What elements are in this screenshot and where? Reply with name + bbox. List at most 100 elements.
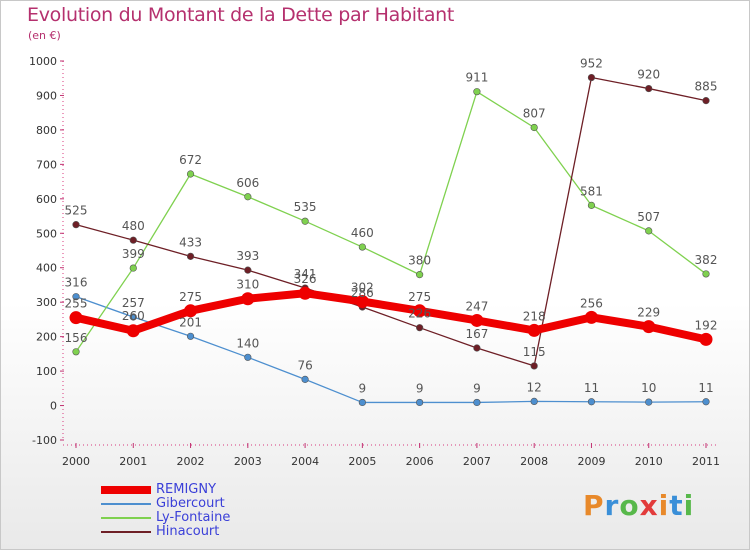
data-point-gibercourt — [186, 332, 195, 340]
x-tick-label: 2007 — [463, 455, 491, 468]
x-tick-label: 2000 — [62, 455, 90, 468]
data-point-remigny — [642, 320, 656, 334]
data-point-ly-fontaine — [530, 123, 538, 132]
data-point-ly-fontaine — [587, 201, 596, 209]
data-label-hinacourt: 952 — [580, 57, 603, 71]
data-point-ly-fontaine — [645, 227, 653, 235]
data-point-remigny — [355, 294, 369, 308]
legend-swatch-ly-fontaine — [101, 517, 151, 519]
logo-letter: P — [583, 489, 605, 522]
data-point-remigny — [699, 332, 713, 346]
x-tick-label: 2004 — [291, 455, 319, 468]
data-label-gibercourt: 257 — [122, 296, 145, 310]
data-label-remigny: 255 — [65, 297, 88, 311]
data-label-gibercourt: 11 — [584, 381, 599, 395]
data-point-gibercourt — [244, 353, 252, 361]
y-tick-label: 1000 — [29, 55, 57, 68]
data-label-remigny: 275 — [408, 290, 431, 304]
legend-item-ly-fontaine: Ly-Fontaine — [101, 510, 301, 526]
data-label-gibercourt: 201 — [179, 315, 202, 329]
y-tick-label: 100 — [36, 365, 57, 378]
data-point-hinacourt — [244, 266, 252, 274]
data-label-ly-fontaine: 911 — [465, 71, 488, 85]
legend-item-hinacourt: Hinacourt — [101, 525, 301, 540]
data-point-hinacourt — [129, 236, 137, 244]
x-tick-label: 2011 — [692, 455, 720, 468]
data-label-ly-fontaine: 399 — [122, 247, 145, 261]
data-point-ly-fontaine — [72, 348, 80, 356]
legend: REMIGNY Gibercourt Ly-Fontaine Hinacourt — [101, 482, 301, 540]
data-label-gibercourt: 316 — [65, 276, 88, 290]
y-tick-label: 700 — [36, 158, 57, 171]
data-point-hinacourt — [416, 324, 424, 332]
y-tick-label: 200 — [36, 331, 57, 344]
data-label-hinacourt: 341 — [294, 267, 317, 281]
data-label-gibercourt: 76 — [297, 358, 312, 372]
data-label-gibercourt: 140 — [236, 336, 259, 350]
x-tick-label: 2009 — [577, 455, 605, 468]
data-label-hinacourt: 920 — [637, 68, 660, 82]
data-label-remigny: 192 — [695, 318, 718, 332]
legend-label-ly-fontaine: Ly-Fontaine — [156, 510, 231, 525]
x-tick-label: 2002 — [177, 455, 205, 468]
data-label-ly-fontaine: 672 — [179, 153, 202, 167]
y-tick-label: 400 — [36, 262, 57, 275]
data-point-remigny — [470, 313, 484, 327]
data-point-gibercourt — [645, 398, 653, 406]
chart-title: Evolution du Montant de la Dette par Hab… — [27, 4, 455, 26]
data-label-ly-fontaine: 535 — [294, 200, 317, 214]
data-point-hinacourt — [72, 221, 80, 229]
y-tick-label: 800 — [36, 124, 57, 137]
data-point-ly-fontaine — [473, 88, 481, 96]
legend-label-gibercourt: Gibercourt — [156, 496, 225, 511]
data-point-remigny — [184, 304, 198, 318]
legend-item-gibercourt: Gibercourt — [101, 496, 301, 512]
data-label-hinacourt: 433 — [179, 235, 202, 249]
x-tick-label: 2010 — [635, 455, 663, 468]
data-point-gibercourt — [473, 398, 481, 407]
y-tick-label: 600 — [36, 193, 57, 206]
data-point-gibercourt — [358, 398, 366, 407]
data-point-ly-fontaine — [129, 264, 137, 272]
legend-swatch-gibercourt — [101, 503, 151, 505]
x-tick-label: 2001 — [119, 455, 147, 468]
proxiti-logo: Proxiti — [583, 489, 694, 522]
data-point-remigny — [584, 310, 598, 324]
data-label-hinacourt: 885 — [695, 80, 718, 94]
series-line-remigny — [72, 289, 710, 344]
logo-letter: x — [639, 489, 659, 522]
x-tick-label: 2008 — [520, 455, 548, 468]
data-label-remigny: 326 — [294, 272, 317, 286]
series-line-hinacourt — [75, 76, 707, 367]
legend-label-remigny: REMIGNY — [156, 482, 217, 497]
data-point-gibercourt — [530, 397, 538, 406]
data-point-hinacourt — [587, 73, 596, 82]
data-point-remigny — [413, 304, 427, 318]
data-point-gibercourt — [72, 293, 80, 301]
data-label-ly-fontaine: 460 — [351, 226, 374, 240]
data-label-gibercourt: 12 — [527, 380, 542, 394]
data-label-hinacourt: 525 — [65, 204, 88, 218]
data-label-gibercourt: 10 — [641, 381, 656, 395]
legend-item-remigny: REMIGNY — [101, 482, 301, 498]
data-point-ly-fontaine — [301, 217, 309, 225]
series-line-gibercourt — [75, 296, 707, 404]
data-label-ly-fontaine: 382 — [695, 253, 718, 267]
data-point-ly-fontaine — [186, 170, 195, 178]
data-point-gibercourt — [416, 398, 424, 407]
data-label-gibercourt: 9 — [416, 381, 424, 395]
data-label-ly-fontaine: 807 — [523, 106, 546, 120]
y-tick-label: 500 — [36, 227, 57, 240]
logo-letter: r — [604, 489, 620, 522]
logo-letter: o — [619, 489, 640, 522]
data-label-remigny: 229 — [637, 306, 660, 320]
data-point-remigny — [527, 323, 541, 337]
data-label-remigny: 260 — [122, 309, 145, 323]
data-label-gibercourt: 9 — [473, 381, 481, 395]
x-tick-label: 2003 — [234, 455, 262, 468]
data-label-ly-fontaine: 156 — [65, 331, 88, 345]
data-label-ly-fontaine: 606 — [236, 176, 259, 190]
data-label-ly-fontaine: 380 — [408, 254, 431, 268]
data-label-remigny: 247 — [465, 299, 488, 313]
data-point-remigny — [69, 311, 83, 325]
